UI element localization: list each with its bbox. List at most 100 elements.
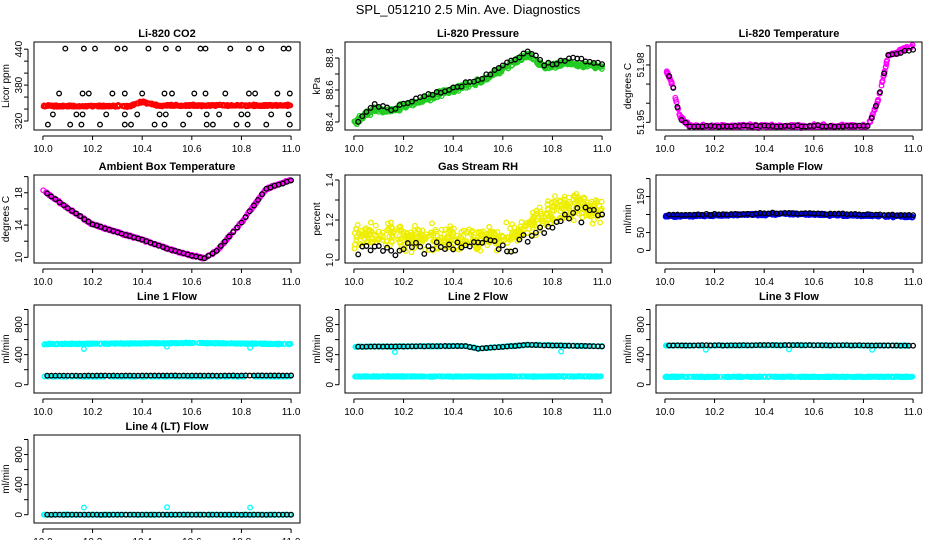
- data-point: [209, 121, 216, 128]
- series-band-low: [662, 373, 916, 381]
- x-tick-label: 10.6: [493, 407, 513, 418]
- data-point: [201, 102, 208, 109]
- data-point: [364, 112, 371, 118]
- data-point: [203, 111, 210, 118]
- data-point: [79, 90, 86, 97]
- x-tick-label: 10.4: [754, 277, 774, 288]
- data-point: [103, 111, 110, 118]
- panel-title: Sample Flow: [755, 161, 823, 173]
- data-point: [95, 103, 102, 110]
- series-2-5-min-ave: [44, 372, 295, 379]
- x-tick-label: 10.8: [232, 144, 252, 155]
- data-point: [674, 104, 681, 110]
- x-tick-label: 11.0: [904, 144, 923, 155]
- y-tick-label: 51.95: [636, 109, 647, 134]
- data-point: [872, 103, 879, 109]
- panel-title: Ambient Box Temperature: [99, 161, 236, 173]
- y-tick-label: 14: [14, 219, 25, 231]
- x-tick-label: 10.2: [705, 277, 725, 288]
- x-tick-label: 10.8: [543, 407, 563, 418]
- data-point: [487, 71, 494, 78]
- data-point: [134, 111, 141, 118]
- y-axis-label: ml/min: [312, 334, 323, 363]
- x-tick-label: 10.0: [33, 407, 53, 418]
- series-band-high: [41, 339, 294, 348]
- x-tick-label: 10.6: [182, 277, 202, 288]
- x-tick-label: 11.0: [593, 407, 612, 418]
- data-point: [250, 102, 257, 109]
- data-point: [578, 55, 585, 62]
- data-point: [212, 102, 219, 109]
- data-point: [85, 90, 92, 97]
- data-point: [151, 121, 158, 128]
- data-point: [44, 121, 51, 128]
- y-tick-label: 800: [325, 316, 336, 333]
- x-tick-label: 10.8: [543, 144, 563, 155]
- data-point: [238, 111, 245, 118]
- data-point: [187, 102, 194, 108]
- data-point: [446, 86, 453, 93]
- y-tick-label: 400: [325, 346, 336, 363]
- data-point: [92, 45, 98, 52]
- data-point: [252, 90, 259, 97]
- y-tick-label: 88.8: [325, 48, 336, 68]
- data-point: [175, 45, 182, 52]
- plot-box: [33, 41, 301, 131]
- x-tick-label: 10.4: [132, 407, 152, 418]
- x-tick-label: 10.2: [394, 144, 414, 155]
- y-tick-label: 1.4: [325, 173, 336, 187]
- data-point: [286, 90, 293, 97]
- y-tick-label: 50: [636, 226, 647, 238]
- data-point: [114, 45, 121, 52]
- data-point: [48, 102, 55, 109]
- x-tick-label: 10.8: [232, 407, 252, 418]
- panel-title: Li-820 Temperature: [739, 28, 840, 40]
- data-point: [153, 102, 160, 109]
- y-tick-label: 1.2: [325, 213, 336, 227]
- data-point: [235, 102, 242, 109]
- data-point: [209, 101, 216, 108]
- data-point: [225, 102, 232, 109]
- x-tick-label: 10.0: [33, 277, 53, 288]
- data-point: [222, 90, 229, 97]
- data-point: [580, 63, 586, 70]
- data-point: [263, 121, 270, 128]
- x-tick-label: 11.0: [282, 277, 301, 288]
- data-point: [121, 121, 128, 128]
- data-point: [505, 62, 512, 69]
- data-point: [422, 96, 429, 103]
- x-tick-label: 10.4: [754, 144, 774, 155]
- data-point: [564, 61, 571, 68]
- x-tick-label: 10.2: [83, 277, 103, 288]
- x-tick-label: 10.0: [655, 144, 675, 155]
- data-point: [666, 73, 673, 80]
- y-tick-label: 18: [14, 187, 25, 199]
- data-point: [244, 121, 251, 128]
- panel-title: Gas Stream RH: [438, 161, 518, 173]
- data-point: [682, 119, 689, 126]
- x-tick-label: 10.4: [443, 277, 463, 288]
- data-point: [495, 65, 502, 71]
- data-point: [537, 56, 544, 63]
- data-point: [152, 101, 159, 108]
- y-tick-label: 440: [14, 40, 25, 57]
- data-point: [877, 89, 883, 96]
- panel-title: Line 1 Flow: [137, 291, 197, 303]
- data-point: [202, 45, 209, 52]
- data-point: [678, 117, 685, 123]
- y-tick-label: 0: [636, 247, 647, 253]
- y-axis-label: ml/min: [623, 334, 634, 363]
- y-tick-label: 380: [14, 76, 25, 93]
- data-point: [245, 45, 252, 52]
- data-point: [258, 45, 265, 52]
- data-point: [53, 102, 60, 109]
- y-axis-label: kPa: [312, 77, 323, 95]
- data-point: [408, 98, 415, 105]
- y-tick-label: 320: [14, 112, 25, 129]
- data-point: [355, 118, 362, 125]
- x-tick-label: 10.0: [344, 277, 364, 288]
- data-point: [516, 54, 523, 61]
- data-point: [371, 101, 378, 107]
- data-point: [599, 61, 606, 68]
